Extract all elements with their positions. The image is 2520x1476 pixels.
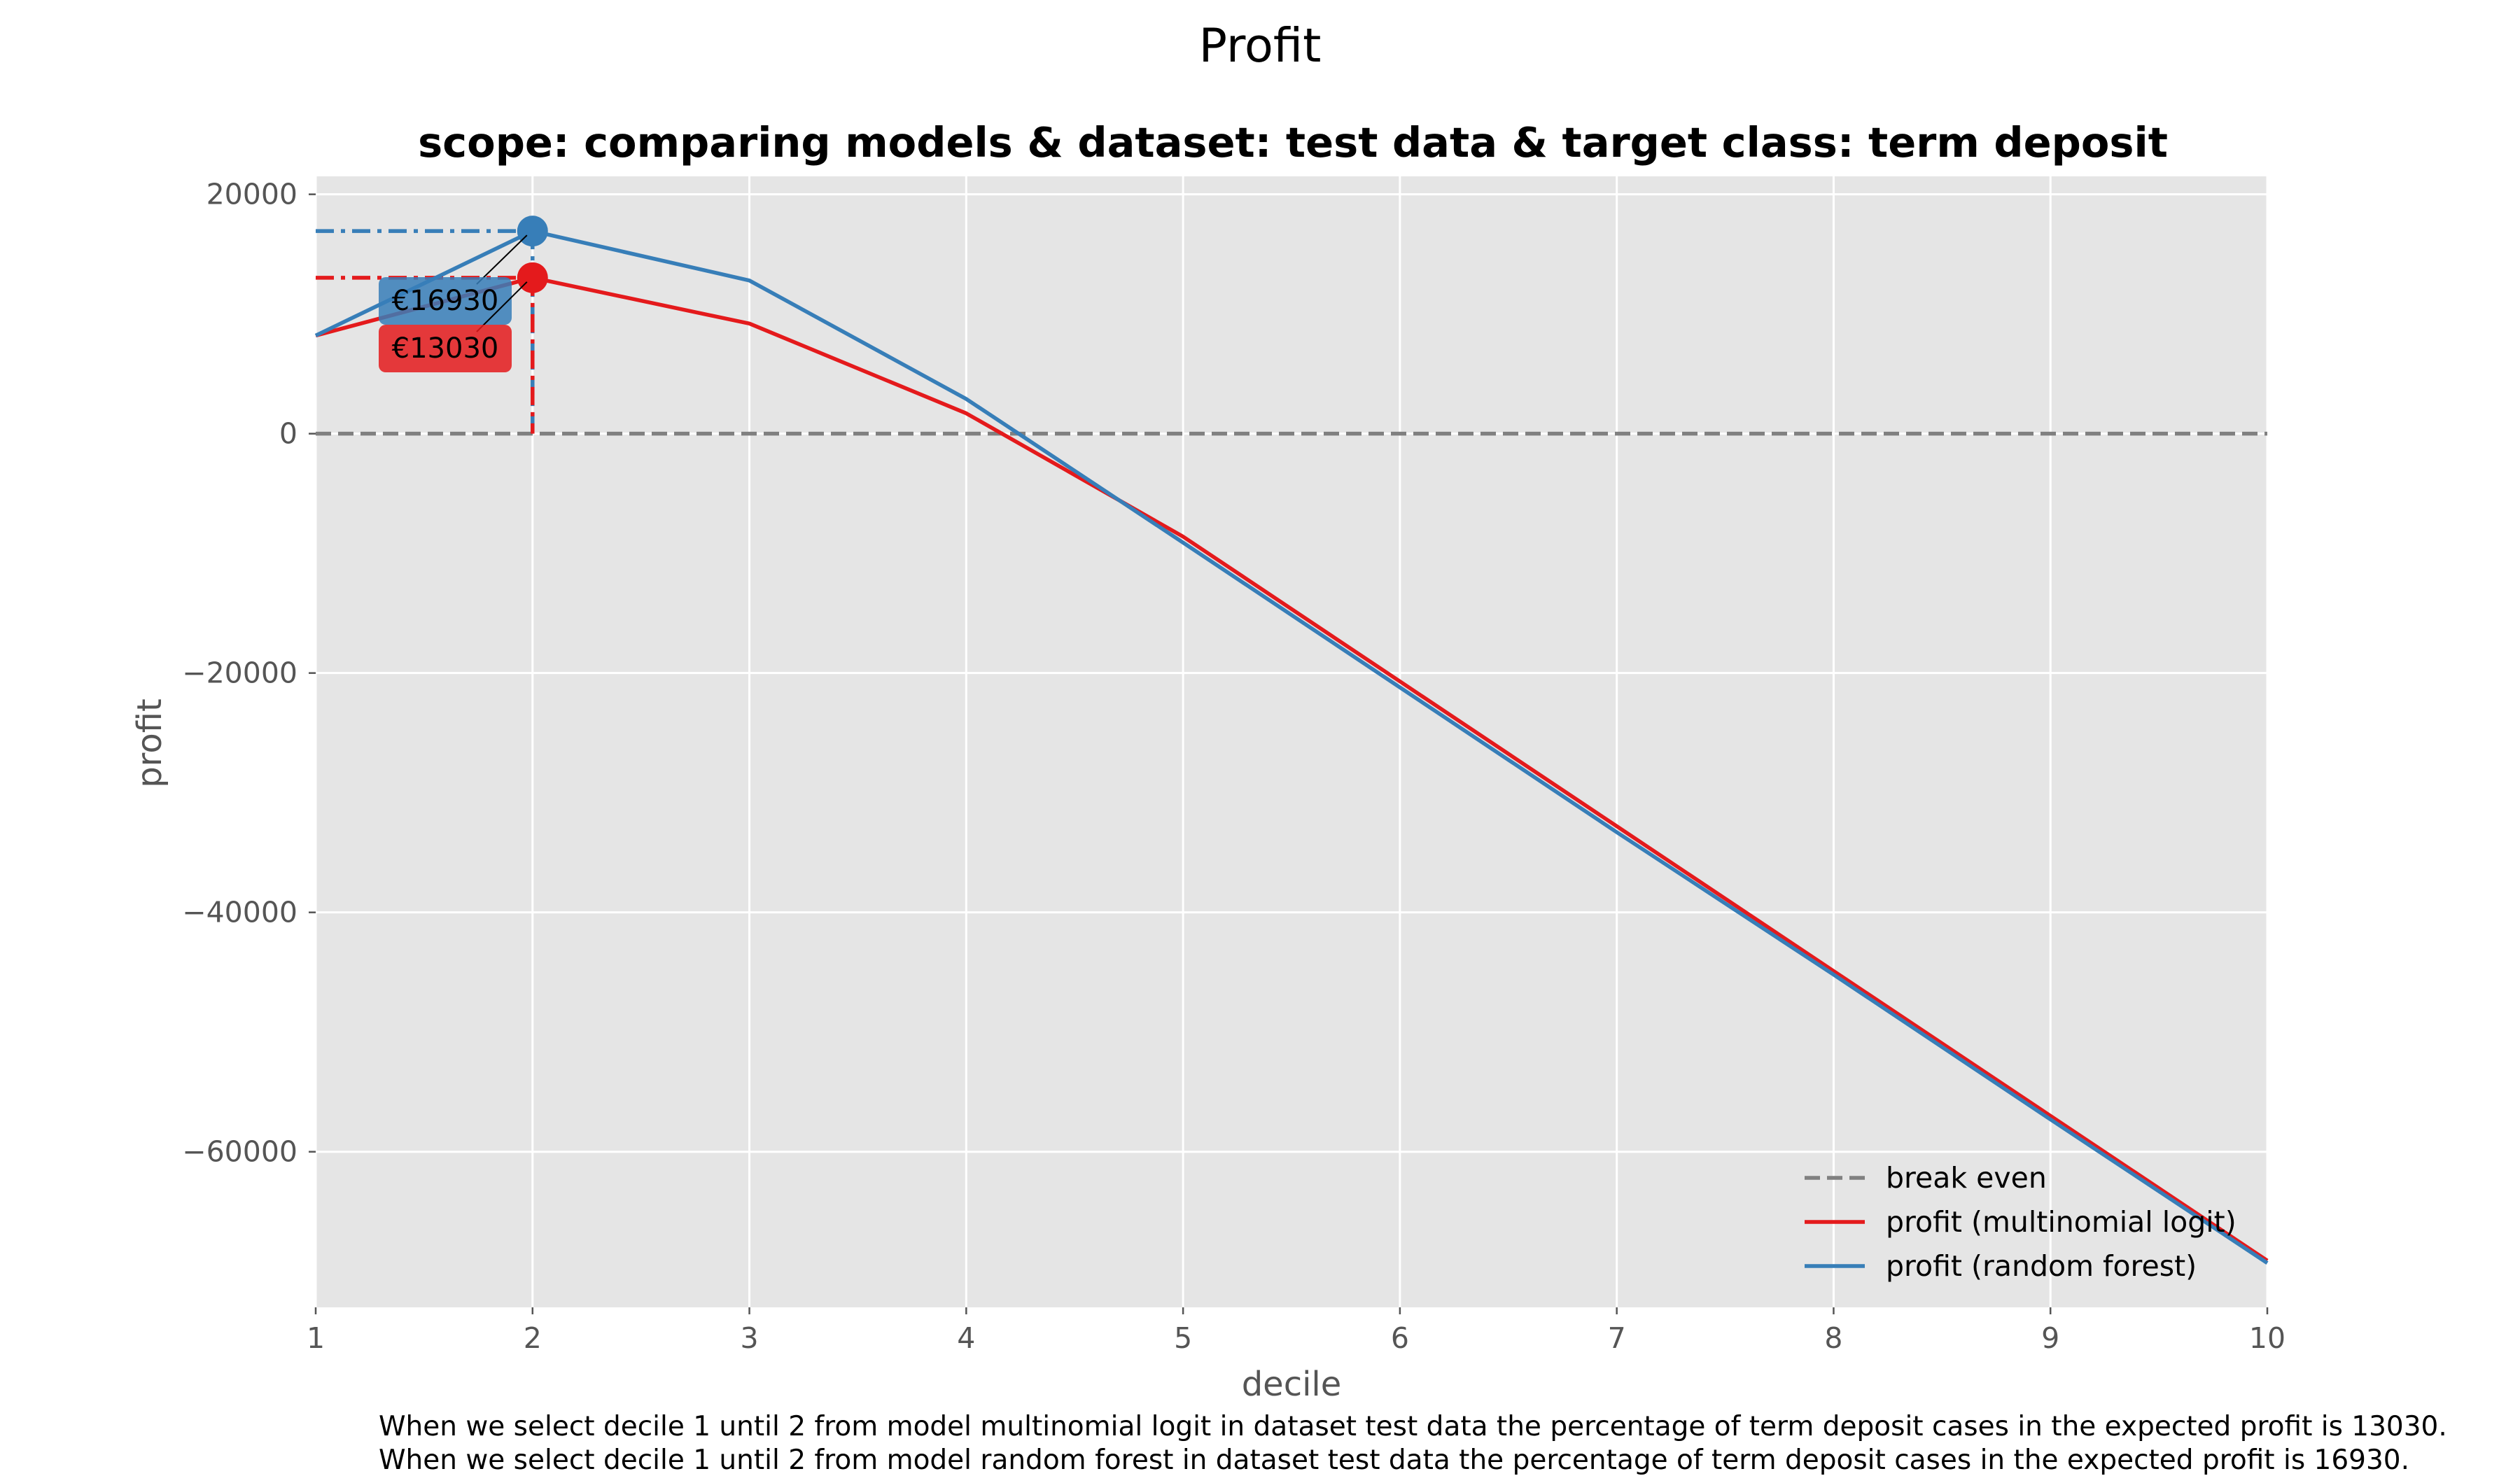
x-tick-label: 4 <box>957 1321 975 1355</box>
chart-suptitle: Profit <box>1199 18 1322 73</box>
y-axis-ticks: 20000 0 −20000 −40000 −60000 <box>182 178 316 1169</box>
footnote-multinomial-logit: When we select decile 1 until 2 from mod… <box>379 1411 2447 1442</box>
highlight-guides <box>316 229 535 434</box>
y-tick-label: −20000 <box>182 656 298 690</box>
y-tick-label: 0 <box>279 417 298 451</box>
annotation-label: €16930 <box>392 285 499 317</box>
y-tick-label: 20000 <box>206 178 298 211</box>
legend: break even profit (multinomial logit) prof… <box>1805 1161 2236 1283</box>
series-line <box>315 276 2269 1263</box>
footnote-random-forest: When we select decile 1 until 2 from mod… <box>379 1445 2410 1476</box>
annotation-box <box>379 277 512 325</box>
legend-label: profit (multinomial logit) <box>1886 1205 2236 1239</box>
y-tick-label: −40000 <box>182 896 298 929</box>
chart-title: scope: comparing models & dataset: test … <box>418 118 2168 167</box>
y-tick-label: −60000 <box>182 1135 298 1169</box>
legend-label: profit (random forest) <box>1886 1249 2197 1283</box>
annotation-box <box>379 325 512 372</box>
series-line <box>314 229 2269 1265</box>
x-tick-label: 1 <box>307 1321 325 1355</box>
x-axis-label: decile <box>1242 1365 1342 1404</box>
annotation-arrow <box>476 281 528 332</box>
highlight-marker <box>517 216 548 247</box>
x-tick-label: 7 <box>1608 1321 1626 1355</box>
x-axis-ticks: 1 2 3 4 5 6 7 8 9 10 <box>307 1307 2286 1355</box>
highlight-marker <box>517 262 548 293</box>
annotation-arrow <box>476 234 528 285</box>
annotation-label: €13030 <box>392 332 499 365</box>
y-axis-label: profit <box>130 698 169 788</box>
x-tick-label: 5 <box>1174 1321 1192 1355</box>
x-tick-label: 8 <box>1824 1321 1842 1355</box>
value-annotations: €16930 €13030 <box>379 234 528 372</box>
x-tick-label: 2 <box>524 1321 542 1355</box>
x-tick-label: 9 <box>2041 1321 2059 1355</box>
x-tick-label: 6 <box>1391 1321 1409 1355</box>
series-lines <box>314 229 2269 1265</box>
legend-label: break even <box>1886 1161 2047 1195</box>
x-tick-label: 3 <box>741 1321 759 1355</box>
highlight-markers <box>517 216 548 293</box>
plot-area <box>316 176 2267 1307</box>
x-tick-label: 10 <box>2249 1321 2286 1355</box>
